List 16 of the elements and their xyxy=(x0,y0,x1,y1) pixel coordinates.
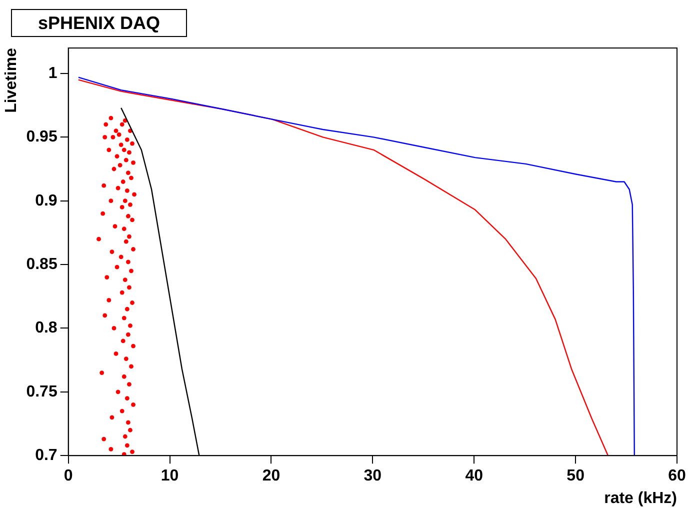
y-axis-title: Livetime xyxy=(3,48,20,113)
x-tick-label: 20 xyxy=(262,468,280,485)
y-tick-label: 0.7 xyxy=(35,447,58,464)
y-tick-label: 0.9 xyxy=(35,192,58,210)
x-tick-label: 0 xyxy=(64,468,73,485)
y-tick-label: 0.95 xyxy=(26,128,58,146)
x-tick-label: 60 xyxy=(668,468,686,485)
y-tick-label: 0.8 xyxy=(35,320,58,337)
x-tick-label: 50 xyxy=(566,468,585,485)
x-axis-title: rate (kHz) xyxy=(604,490,677,507)
x-tick-label: 40 xyxy=(465,468,484,485)
y-tick-label: 0.85 xyxy=(26,256,58,273)
y-tick-label: 1 xyxy=(48,64,58,82)
x-tick-label: 10 xyxy=(160,468,179,485)
x-tick-label: 30 xyxy=(364,468,382,485)
y-tick-label: 0.75 xyxy=(26,383,58,400)
